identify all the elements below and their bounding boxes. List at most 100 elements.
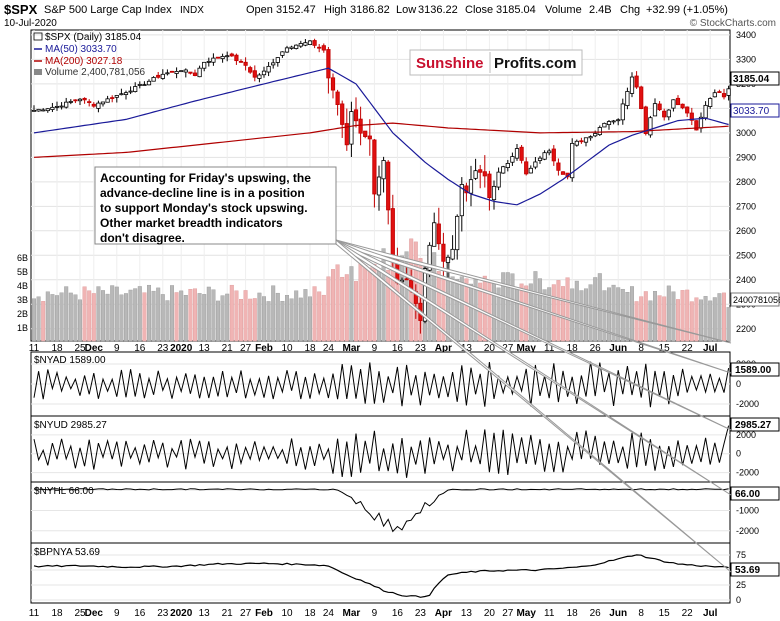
candle-body — [77, 98, 83, 102]
bpnya-panel: 7550250 $BPNYA 53.69 53.69 — [30, 542, 780, 605]
candle-body — [629, 76, 635, 94]
candle-body — [234, 54, 239, 62]
candle-body — [482, 171, 487, 177]
candle-body — [620, 103, 625, 121]
volume-bar — [229, 284, 234, 342]
candle-body — [478, 169, 483, 173]
close-label: Close — [465, 4, 493, 16]
volume-bar — [146, 284, 151, 342]
volume-bar — [390, 262, 395, 342]
candle-body — [211, 57, 216, 63]
nyhl-title: $NYHL 66.00 — [34, 486, 94, 497]
x-axis-label: 13 — [199, 343, 211, 354]
price-tick-label: 2400 — [736, 275, 756, 285]
volume-bar — [100, 290, 105, 342]
bpnya-title: $BPNYA 53.69 — [34, 547, 100, 558]
volume-bar — [515, 288, 520, 342]
volume-bar — [528, 283, 533, 342]
candle-body — [119, 93, 124, 96]
x-axis-label: 9 — [114, 608, 120, 619]
x-axis-label: Feb — [255, 343, 273, 354]
candle-body — [188, 71, 193, 74]
candle-body — [307, 40, 313, 45]
volume-bar — [699, 299, 704, 342]
volume-tick-label: 6B — [17, 253, 28, 263]
candle-body — [639, 86, 644, 110]
volume-bar — [689, 301, 694, 342]
annotation-line-5: don't disagree. — [100, 231, 185, 245]
candle-body — [542, 152, 547, 160]
volume-bar — [358, 259, 363, 342]
x-axis-label: Jul — [703, 343, 718, 354]
candle-body — [298, 43, 303, 47]
volume-bar — [133, 288, 138, 342]
candle-body — [128, 90, 133, 93]
candle-body — [694, 120, 699, 131]
candle-body — [68, 101, 73, 103]
candle-body — [514, 148, 520, 159]
callout-arrows — [335, 238, 732, 573]
candle-body — [427, 244, 432, 271]
candle-body — [54, 105, 60, 108]
volume-bar — [225, 293, 230, 342]
volume-bar — [206, 286, 211, 342]
nyad-title: $NYAD 1589.00 — [34, 355, 106, 366]
volume-bar — [294, 290, 299, 342]
volume-bar — [367, 267, 372, 342]
x-axis-label: 11 — [29, 343, 40, 354]
x-axis-label: 16 — [392, 343, 404, 354]
x-axis-label: Mar — [343, 608, 361, 619]
candle-body — [87, 101, 92, 104]
x-axis-label: 25 — [74, 343, 86, 354]
volume-bar — [114, 286, 119, 342]
volume-bar — [344, 274, 349, 342]
ma50-value-box: 3033.70 — [730, 103, 780, 118]
volume-bar — [643, 291, 648, 342]
annotation-callout: Accounting for Friday's upswing, the adv… — [94, 166, 337, 245]
candle-body — [487, 173, 492, 198]
candle-body — [712, 92, 717, 98]
volume-bar — [331, 269, 336, 342]
candle-body — [271, 62, 276, 66]
price-last-value: 3185.04 — [733, 74, 770, 85]
volume-bar — [726, 307, 731, 342]
volume-bar — [257, 292, 262, 342]
annotation-line-1: Accounting for Friday's upswing, the — [100, 171, 311, 185]
volume-tick-label: 3B — [17, 295, 28, 305]
volume-bar — [55, 295, 60, 342]
nyad-line — [33, 361, 730, 408]
candle-body — [326, 49, 331, 79]
nyud-tick-label: 2000 — [736, 430, 756, 440]
x-axis-label: 22 — [682, 608, 694, 619]
candle-body — [726, 88, 731, 96]
candle-body — [537, 157, 543, 161]
nyud-line — [33, 425, 730, 478]
volume-bar — [450, 276, 455, 342]
candle-body — [450, 248, 455, 260]
volume-bar — [59, 292, 64, 342]
candle-body — [459, 184, 464, 217]
candle-body — [675, 97, 681, 106]
volume-bar — [607, 287, 612, 342]
volume-bar — [215, 300, 220, 342]
candle-body — [280, 51, 285, 56]
price-legend: $SPX (Daily) 3185.04 MA(50) 3033.70 MA(2… — [33, 32, 146, 78]
close-value: 3185.04 — [496, 4, 536, 16]
bpnya-line — [33, 554, 729, 598]
volume-bar — [202, 294, 207, 342]
candle-body — [165, 72, 170, 75]
candle-body — [169, 70, 175, 73]
volume-bar — [685, 289, 690, 342]
nyad-tick-label: 0 — [736, 379, 741, 389]
candle-body — [381, 160, 386, 180]
candle-body — [455, 215, 460, 251]
volume-bar — [487, 280, 492, 342]
candle-body — [386, 161, 391, 211]
volume-bar — [275, 292, 280, 342]
x-axis-label: 20 — [484, 608, 496, 619]
volume-label: Volume — [545, 4, 582, 16]
x-axis-label: 27 — [240, 343, 252, 354]
nyhl-last-value: 66.00 — [735, 489, 760, 500]
x-axis-label: Jun — [609, 343, 627, 354]
nyhl-line — [33, 488, 729, 533]
